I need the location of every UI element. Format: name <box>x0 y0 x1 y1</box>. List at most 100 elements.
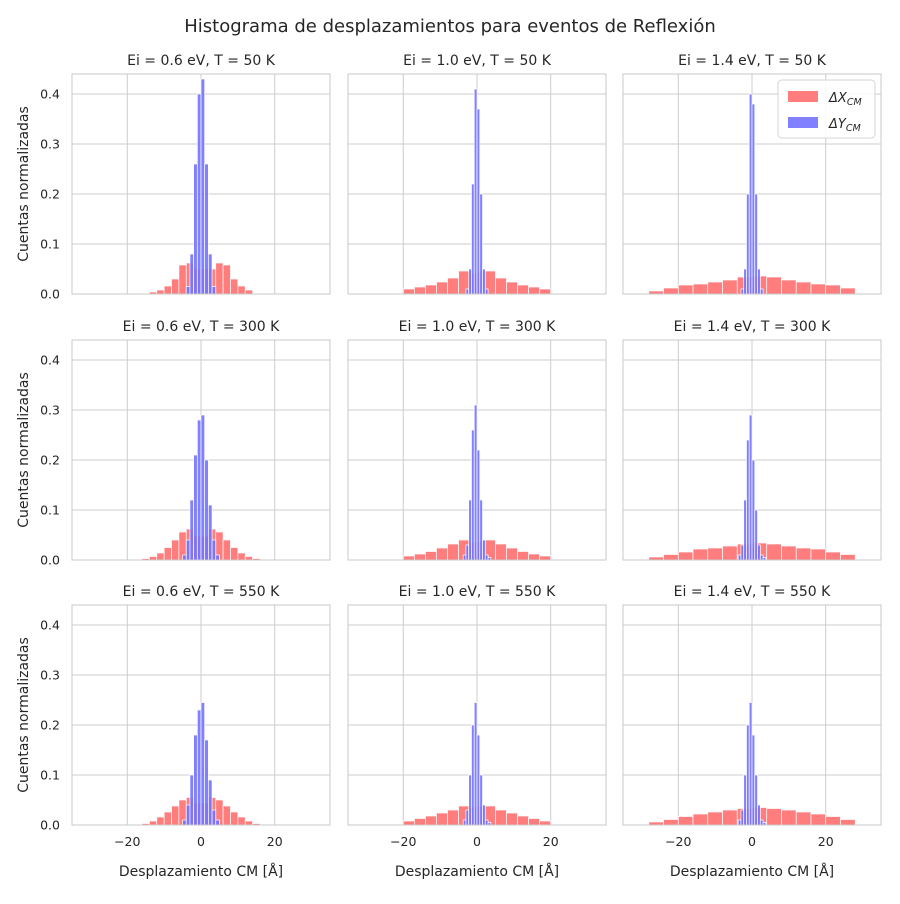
dy-bar <box>193 454 198 561</box>
legend-label: ΔXCM <box>828 91 862 108</box>
dy-bar <box>468 774 472 826</box>
dy-bar <box>737 819 742 826</box>
dy-bar <box>759 288 764 295</box>
dy-bar <box>473 404 478 561</box>
dy-bar <box>182 819 187 826</box>
dy-bar <box>185 286 191 295</box>
axes-frame <box>622 604 882 826</box>
dy-bar <box>189 253 194 295</box>
histogram-panel: Ei = 1.4 eV, T = 550 K −20 0 20 <box>622 584 882 849</box>
dy-bar <box>211 809 217 826</box>
dy-bar <box>200 78 206 295</box>
dy-bar <box>482 539 486 561</box>
y-tick-label: 0.0 <box>40 553 60 568</box>
dx-bar <box>781 809 797 826</box>
y-tick-label: 0.4 <box>40 618 60 633</box>
dy-bar <box>746 724 750 826</box>
dy-bar <box>479 774 483 826</box>
histogram-panel: Ei = 1.0 eV, T = 550 K −20 0 20 <box>347 584 607 849</box>
dy-bar <box>182 554 187 561</box>
dy-bar <box>204 739 209 826</box>
dy-bar <box>215 554 220 561</box>
dx-bar <box>810 813 827 826</box>
dx-bar <box>495 277 507 295</box>
dy-bar <box>757 268 761 295</box>
dy-bar <box>465 544 470 561</box>
axes-frame <box>622 73 882 295</box>
dx-bar <box>230 811 239 826</box>
dx-bar <box>230 547 239 561</box>
dx-bar <box>663 287 679 295</box>
dy-bar <box>748 414 753 561</box>
dy-bar <box>465 288 470 295</box>
dx-bar <box>447 277 459 295</box>
dx-bar <box>156 289 165 295</box>
dy-bar <box>479 499 483 561</box>
legend-swatch <box>788 91 818 102</box>
panel-title: Ei = 1.4 eV, T = 300 K <box>674 319 832 335</box>
y-tick-label: 0.2 <box>40 718 60 733</box>
axes-frame <box>347 339 607 561</box>
dx-bar <box>707 811 723 826</box>
dx-bar <box>163 547 172 561</box>
dx-bar <box>237 552 246 561</box>
dy-bar <box>185 539 191 561</box>
dy-bar <box>743 774 747 826</box>
histogram-panel: Ei = 1.0 eV, T = 300 K <box>347 319 607 561</box>
histogram-panel: Ei = 0.6 eV, T = 300 K 0.0 0.1 0.2 0.3 0.4 <box>40 319 331 568</box>
panel-title: Ei = 1.4 eV, T = 550 K <box>674 584 832 600</box>
y-tick-label: 0.1 <box>40 503 60 518</box>
dx-bar <box>517 815 529 826</box>
y-tick-label: 0.0 <box>40 287 60 302</box>
panel-title: Ei = 1.0 eV, T = 300 K <box>399 319 557 335</box>
dx-bar <box>495 543 507 561</box>
dx-bar <box>413 286 426 295</box>
y-tick-label: 0.4 <box>40 353 60 368</box>
x-tick-label: 20 <box>267 834 283 849</box>
dy-bar <box>471 183 475 295</box>
axes-frame <box>347 604 607 826</box>
dy-bar <box>193 734 198 826</box>
dy-bar <box>754 509 758 561</box>
dx-bar <box>810 283 827 295</box>
panel-title: Ei = 1.0 eV, T = 50 K <box>403 53 552 69</box>
y-tick-label: 0.2 <box>40 187 60 202</box>
dy-bar <box>740 809 745 826</box>
dx-bar <box>222 539 231 561</box>
dy-bar <box>751 459 756 561</box>
dy-bar <box>211 539 217 561</box>
dy-bar <box>468 499 472 561</box>
dx-bar <box>766 808 782 826</box>
dy-bar <box>208 253 213 295</box>
y-axis-label: Cuentas normalizadas <box>16 372 32 528</box>
dx-bar <box>436 812 448 826</box>
dx-bar <box>663 554 679 561</box>
dx-bar <box>528 553 541 561</box>
dx-bar <box>539 555 552 561</box>
histogram-panel: Ei = 0.6 eV, T = 550 K 0.0 0.1 0.2 0.3 0.4 −20… <box>40 584 331 849</box>
dx-bar <box>425 815 437 826</box>
dy-bar <box>476 734 481 826</box>
dx-bar <box>237 285 246 295</box>
dx-bar <box>402 555 415 561</box>
axes-frame <box>71 73 331 295</box>
axes-frame <box>71 604 331 826</box>
dy-bar <box>193 163 198 295</box>
dx-bar <box>425 284 437 295</box>
dx-bar <box>517 284 529 295</box>
dx-bar <box>722 545 738 561</box>
dx-bar <box>840 819 856 826</box>
dx-bar <box>795 811 812 826</box>
dx-bar <box>413 553 426 561</box>
dx-bar <box>795 281 812 295</box>
dx-bar <box>692 813 709 826</box>
dy-bar <box>196 93 202 295</box>
dx-bar <box>413 818 426 826</box>
dx-bar <box>244 556 253 561</box>
dy-bar <box>482 268 486 295</box>
panel-title: Ei = 0.6 eV, T = 50 K <box>127 53 276 69</box>
dy-bar <box>473 88 478 295</box>
dy-bar <box>476 108 481 295</box>
dy-bar <box>473 702 478 826</box>
dx-bar <box>677 816 694 826</box>
